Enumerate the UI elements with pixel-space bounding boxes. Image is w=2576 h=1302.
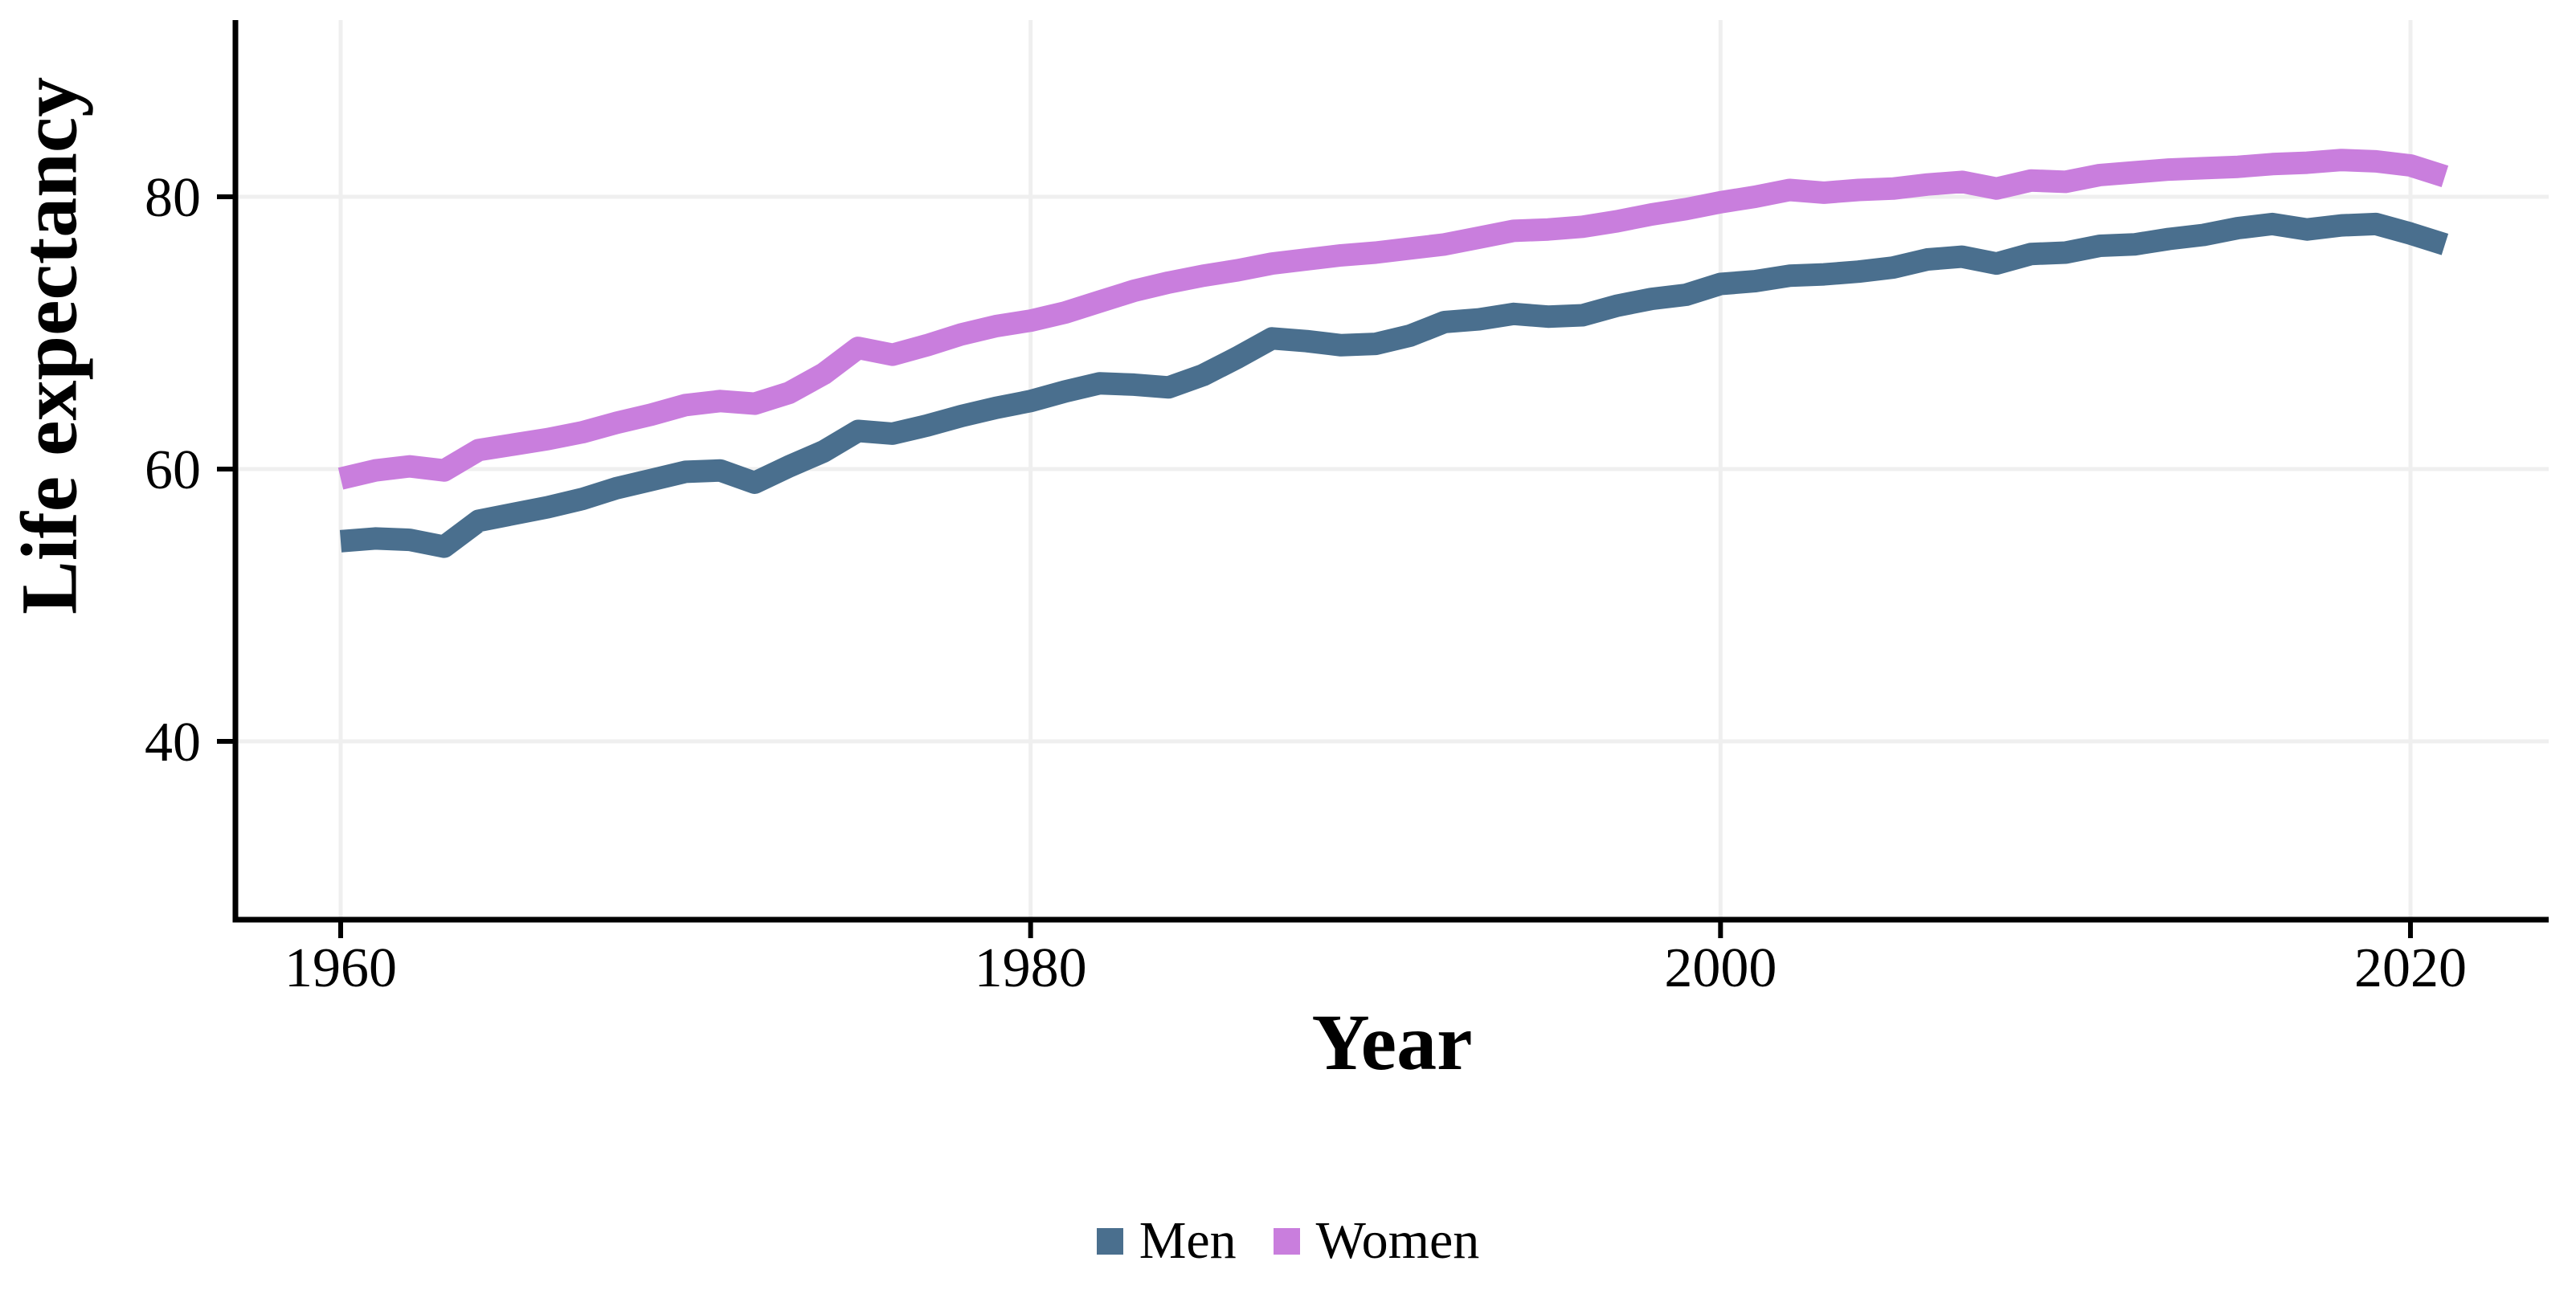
men-line: [339, 212, 2449, 558]
legend-label-men: Men: [1139, 1211, 1237, 1270]
x-axis-title: Year: [1311, 998, 1473, 1087]
legend-item-women: Women: [1273, 1211, 1480, 1270]
legend: Men Women: [0, 1203, 2576, 1279]
legend-label-women: Women: [1315, 1211, 1480, 1270]
y-tick-label: 60: [145, 439, 201, 501]
women-line: [337, 149, 2449, 490]
x-tick-label: 2020: [2354, 937, 2467, 999]
x-tick-label: 1980: [975, 937, 1087, 999]
x-tick-label: 1960: [284, 937, 397, 999]
men-color-swatch: [1096, 1227, 1123, 1255]
y-tick-label: 80: [145, 167, 201, 229]
legend-item-men: Men: [1096, 1211, 1237, 1270]
women-color-swatch: [1273, 1227, 1300, 1255]
y-tick-label: 40: [145, 712, 201, 773]
y-axis-title: Life expectancy: [4, 76, 94, 614]
x-tick-label: 2000: [1664, 937, 1777, 999]
